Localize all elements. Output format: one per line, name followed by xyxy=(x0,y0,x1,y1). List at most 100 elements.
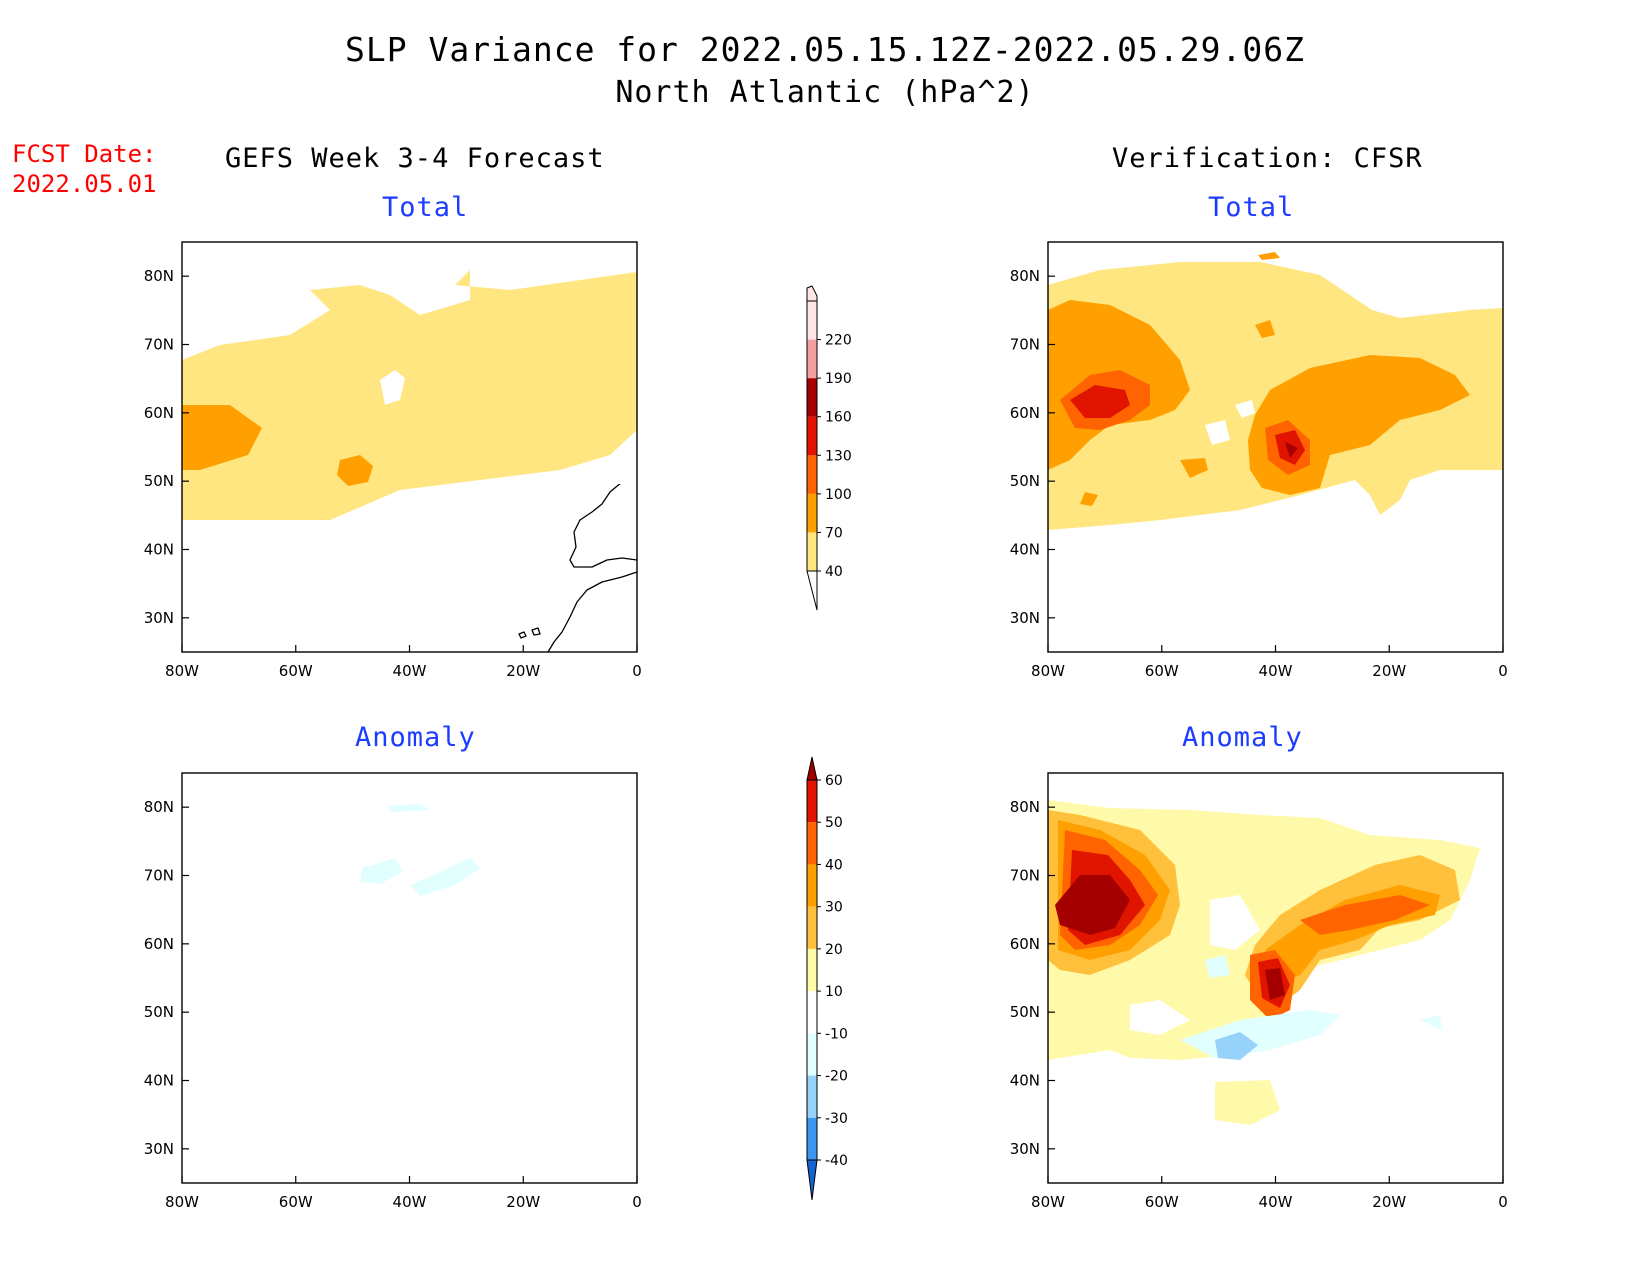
fcst-date: 2022.05.01 xyxy=(12,170,157,198)
colorbar-anomaly-label: -10 xyxy=(825,1026,848,1042)
lon-tick-label: 40W xyxy=(1259,662,1293,680)
colorbar-anomaly-swatch xyxy=(807,948,817,992)
lat-tick-label: 50N xyxy=(144,1003,174,1021)
lon-tick-label: 20W xyxy=(1372,662,1406,680)
axes-br: 80W 60W 40W 20W 0 80N 70N 60N 50N 40N 30N xyxy=(1010,798,1508,1211)
colorbar-anomaly-swatch xyxy=(807,1117,817,1160)
lon-tick-label: 80W xyxy=(1031,1193,1065,1211)
colorbar-anomaly-label: -30 xyxy=(825,1111,848,1127)
lat-tick-label: 50N xyxy=(1010,472,1040,490)
right-column-header: Verification: CFSR xyxy=(1112,143,1423,174)
lon-tick-label: 0 xyxy=(1498,662,1508,680)
forecast-total-contours xyxy=(182,270,637,520)
lon-tick-label: 0 xyxy=(632,662,642,680)
lon-tick-label: 80W xyxy=(165,1193,199,1211)
colorbar-anomaly-label: 50 xyxy=(825,815,843,831)
lat-tick-label: 50N xyxy=(1010,1003,1040,1021)
lat-tick-label: 40N xyxy=(1010,541,1040,559)
colorbar-total-label: 100 xyxy=(825,487,852,503)
lon-tick-label: 80W xyxy=(1031,662,1065,680)
colorbar-total-label: 130 xyxy=(825,448,852,464)
lon-tick-label: 60W xyxy=(1145,662,1179,680)
colorbar-anomaly-label: 10 xyxy=(825,984,843,1000)
colorbar-total-label: 160 xyxy=(825,410,852,426)
colorbar-total-label: 220 xyxy=(825,333,852,349)
lat-tick-label: 60N xyxy=(144,404,174,422)
lat-tick-label: 30N xyxy=(1010,1140,1040,1158)
lon-tick-label: 80W xyxy=(165,662,199,680)
figure-title: SLP Variance for 2022.05.15.12Z-2022.05.… xyxy=(345,30,1305,69)
lon-tick-label: 0 xyxy=(1498,1193,1508,1211)
lat-tick-label: 40N xyxy=(144,1072,174,1090)
colorbar-anomaly-swatch xyxy=(807,991,817,1034)
colorbar-anomaly-label: 20 xyxy=(825,942,843,958)
panel-forecast-anomaly xyxy=(181,772,638,1184)
colorbar-anomaly-label: -20 xyxy=(825,1069,848,1085)
lat-tick-label: 80N xyxy=(1010,267,1040,285)
panel-verification-anomaly xyxy=(1047,772,1504,1184)
colorbar-total-swatch xyxy=(807,301,817,340)
lon-tick-label: 40W xyxy=(393,662,427,680)
panel-label-verification-total: Total xyxy=(1208,192,1295,223)
lon-tick-label: 40W xyxy=(393,1193,427,1211)
lat-tick-label: 30N xyxy=(144,609,174,627)
left-column-header: GEFS Week 3-4 Forecast xyxy=(225,143,605,174)
lat-tick-label: 70N xyxy=(144,336,174,354)
colorbar-anomaly-label: -40 xyxy=(825,1153,848,1169)
lat-tick-label: 30N xyxy=(144,1140,174,1158)
colorbar-anomaly-label: 60 xyxy=(825,773,843,789)
lat-tick-label: 80N xyxy=(144,267,174,285)
lon-tick-label: 20W xyxy=(1372,1193,1406,1211)
colorbar-total-swatch xyxy=(807,493,817,533)
lon-tick-label: 60W xyxy=(1145,1193,1179,1211)
colorbar-anomaly-swatch xyxy=(807,1033,817,1076)
lon-tick-label: 20W xyxy=(506,1193,540,1211)
fcst-label: FCST Date: xyxy=(12,140,157,168)
panel-forecast-total xyxy=(181,241,638,653)
panel-label-forecast-total: Total xyxy=(382,192,469,223)
colorbar-total: 40 70 100 130 160 190 220 xyxy=(806,285,852,611)
lat-tick-label: 80N xyxy=(144,798,174,816)
verification-total-contours xyxy=(1048,252,1503,530)
colorbar-total-swatch xyxy=(807,532,817,571)
colorbar-anomaly-swatch xyxy=(807,822,817,865)
colorbar-total-label: 190 xyxy=(825,371,852,387)
panel-verification-total xyxy=(1047,241,1504,653)
colorbar-anomaly-swatch xyxy=(807,906,817,949)
colorbar-total-swatch xyxy=(807,339,817,379)
lon-tick-label: 60W xyxy=(279,662,313,680)
colorbar-anomaly-swatch xyxy=(807,1075,817,1118)
colorbar-total-swatch xyxy=(807,378,817,417)
figure-subtitle: North Atlantic (hPa^2) xyxy=(615,75,1035,110)
colorbar-anomaly-swatch xyxy=(807,780,817,823)
lon-tick-label: 40W xyxy=(1259,1193,1293,1211)
lat-tick-label: 60N xyxy=(1010,935,1040,953)
lat-tick-label: 60N xyxy=(1010,404,1040,422)
lat-tick-label: 40N xyxy=(144,541,174,559)
lon-tick-label: 0 xyxy=(632,1193,642,1211)
lat-tick-label: 70N xyxy=(1010,867,1040,885)
colorbar-anomaly-label: 40 xyxy=(825,857,843,873)
lat-tick-label: 50N xyxy=(144,472,174,490)
lat-tick-label: 70N xyxy=(144,867,174,885)
lon-tick-label: 60W xyxy=(279,1193,313,1211)
forecast-anomaly-contours xyxy=(360,804,480,896)
lat-tick-label: 60N xyxy=(144,935,174,953)
colorbar-total-swatch xyxy=(807,416,817,456)
axes-tr: 80W 60W 40W 20W 0 80N 70N 60N 50N 40N 30N xyxy=(1010,267,1508,680)
panel-label-verification-anomaly: Anomaly xyxy=(1182,722,1303,753)
colorbar-anomaly-label: 30 xyxy=(825,900,843,916)
axes-bl: 80W 60W 40W 20W 0 80N 70N 60N 50N 40N 30N xyxy=(144,798,642,1211)
colorbar-total-label: 70 xyxy=(825,525,843,541)
colorbar-total-label: 40 xyxy=(825,564,843,580)
lon-tick-label: 20W xyxy=(506,662,540,680)
colorbar-total-swatch xyxy=(807,455,817,494)
axes-tl: 80W 60W 40W 20W 0 80N 70N 60N 50N 40N 30N xyxy=(144,267,642,680)
lat-tick-label: 80N xyxy=(1010,798,1040,816)
lat-tick-label: 30N xyxy=(1010,609,1040,627)
lat-tick-label: 40N xyxy=(1010,1072,1040,1090)
verification-anomaly-contours xyxy=(1048,800,1480,1125)
lat-tick-label: 70N xyxy=(1010,336,1040,354)
colorbar-anomaly: 60 50 40 30 20 10 -10 -20 -30 -40 xyxy=(806,756,848,1201)
